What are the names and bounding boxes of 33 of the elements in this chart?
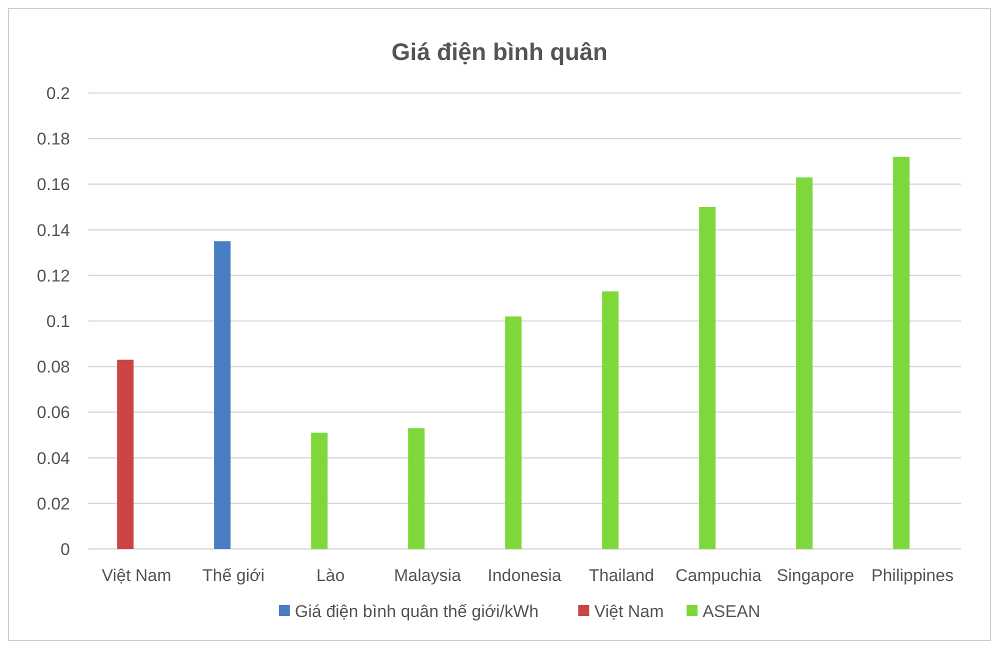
x-tick-label: Việt Nam [102, 566, 172, 585]
legend-label: Việt Nam [594, 602, 664, 621]
y-tick-label: 0.12 [36, 266, 70, 286]
y-tick-label: 0.04 [36, 448, 70, 468]
y-tick-label: 0.2 [46, 84, 70, 103]
y-tick-label: 0.02 [36, 494, 70, 514]
x-tick-label: Philippines [871, 566, 954, 585]
x-tick-label: Thế giới [202, 566, 265, 585]
y-tick-label: 0 [60, 540, 70, 559]
y-tick-label: 0.1 [46, 312, 70, 331]
x-tick-label: Indonesia [488, 566, 562, 585]
bar [893, 156, 910, 549]
bar [117, 360, 134, 549]
x-tick-label: Malaysia [394, 566, 462, 585]
bar [602, 291, 619, 549]
y-tick-label: 0.14 [36, 220, 70, 240]
legend-label: ASEAN [702, 602, 760, 621]
x-tick-label: Thailand [588, 566, 654, 585]
chart-title: Giá điện bình quân [392, 39, 608, 66]
legend-label: Giá điện bình quân thế giới/kWh [294, 602, 539, 621]
x-tick-label: Singapore [776, 566, 854, 585]
bar [699, 207, 716, 549]
y-tick-label: 0.16 [36, 175, 70, 194]
bar [408, 428, 425, 549]
y-tick-label: 0.08 [36, 358, 70, 377]
y-tick-label: 0.06 [36, 403, 70, 422]
x-tick-label: Lào [316, 566, 345, 585]
x-tick-label: Campuchia [676, 566, 762, 585]
bar [505, 316, 522, 549]
bar [311, 432, 328, 549]
bar [796, 177, 813, 549]
y-tick-label: 0.18 [36, 130, 70, 149]
bar [214, 241, 231, 549]
